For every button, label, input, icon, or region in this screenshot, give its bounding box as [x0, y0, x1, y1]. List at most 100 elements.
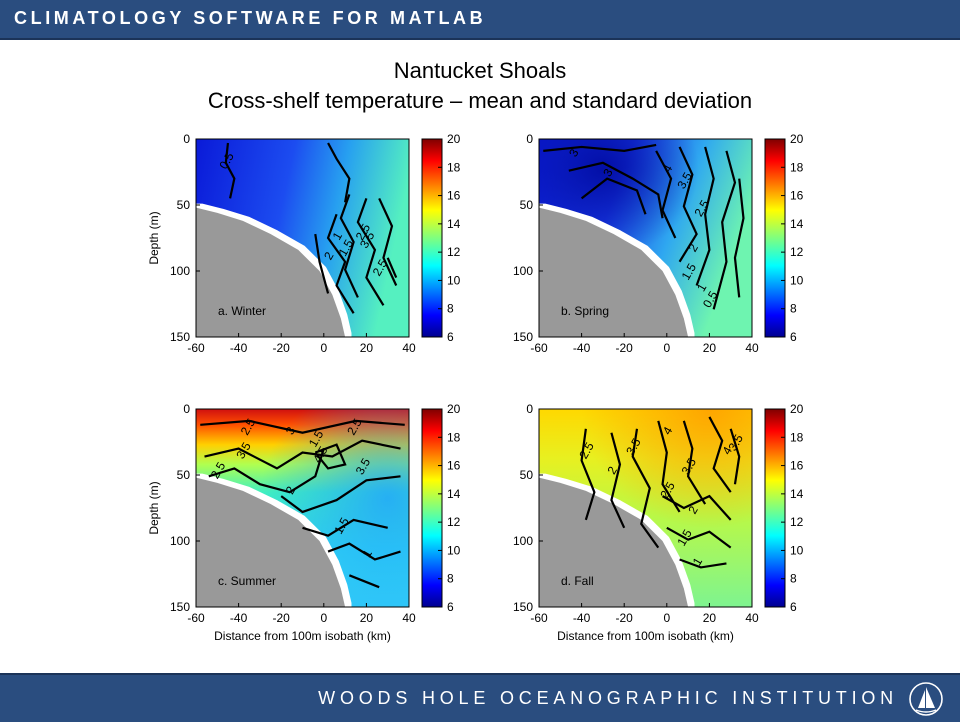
y-tick-label: 100	[513, 534, 533, 548]
plot-frame	[538, 138, 753, 338]
contour-line	[339, 194, 359, 298]
y-tick-label: 150	[170, 600, 190, 614]
colorbar-tick-label: 20	[790, 132, 804, 146]
plot-frame	[195, 138, 410, 338]
colorbar-tick-label: 12	[790, 515, 804, 529]
contour-line	[314, 443, 347, 470]
colorbar-tick-label: 18	[790, 430, 804, 444]
plot-frame	[538, 408, 753, 608]
contour-line	[224, 142, 236, 199]
panel-label: d. Fall	[561, 574, 594, 588]
contour-line	[326, 213, 355, 314]
x-tick-label: -20	[616, 341, 634, 355]
y-tick-label: 150	[170, 330, 190, 344]
contour-line	[631, 428, 660, 549]
y-tick-label: 150	[513, 600, 533, 614]
colorbar-tick-label: 6	[447, 600, 454, 614]
colorbar: 20 18 16 14 12 10 8 6	[421, 402, 461, 614]
colorbar-tick-label: 14	[790, 217, 804, 231]
colorbar-tick-label: 16	[447, 189, 461, 203]
y-tick-label: 50	[520, 198, 534, 212]
colorbar-tick-label: 14	[447, 487, 461, 501]
colorbar-tick-label: 12	[447, 515, 461, 529]
colorbar-tick-label: 10	[447, 273, 461, 287]
colorbar-tick-label: 18	[447, 160, 461, 174]
contour-line	[580, 177, 647, 215]
x-tick-label: -40	[573, 611, 591, 625]
seafloor-land	[196, 477, 346, 607]
colorbar-tick-label: 6	[790, 600, 797, 614]
colorbar-gradient	[764, 408, 786, 608]
slide-title: Nantucket Shoals	[393, 58, 567, 83]
x-tick-label: 20	[360, 341, 374, 355]
y-axis-label: Depth (m)	[147, 481, 161, 534]
y-tick-label: 0	[183, 402, 190, 416]
x-tick-label: -40	[230, 611, 248, 625]
x-tick-label: -20	[616, 611, 634, 625]
contour-line	[204, 439, 401, 470]
colorbar-tick-label: 8	[790, 302, 797, 316]
x-tick-label: 40	[745, 611, 759, 625]
contour-line	[678, 146, 698, 263]
y-tick-label: 100	[170, 534, 190, 548]
x-tick-label: 0	[320, 341, 327, 355]
x-tick-label: -60	[187, 611, 205, 625]
contour-line	[712, 150, 737, 310]
colorbar-tick-label: 10	[447, 543, 461, 557]
plot-area: 343.532.521.510.5b. Spring	[539, 139, 752, 337]
x-tick-label: 40	[745, 341, 759, 355]
x-tick-label: -60	[530, 341, 548, 355]
contour-line	[208, 448, 325, 494]
y-tick-label: 50	[520, 468, 534, 482]
slide-subtitle: Cross-shelf temperature – mean and stand…	[207, 88, 753, 113]
y-tick-label: 100	[170, 264, 190, 278]
x-tick-label: 20	[703, 341, 717, 355]
plot-area: 0.511.522.53.52.5a. Winter	[196, 139, 409, 337]
contour-line	[568, 161, 664, 219]
colorbar: 20 18 16 14 12 10 8 6	[764, 402, 804, 614]
plot-area: 2.5 3 2.53.5 4.51.53.52.521.51c. Summer	[196, 409, 409, 607]
colorbar-tick-label: 18	[447, 430, 461, 444]
colorbar-tick-label: 8	[447, 302, 454, 316]
contour-line	[729, 428, 741, 485]
colorbar-tick-label: 18	[790, 160, 804, 174]
contour-line	[666, 526, 732, 549]
contour-line	[327, 542, 401, 561]
contour-line	[200, 419, 405, 434]
x-tick-label: -20	[273, 611, 291, 625]
contour-line	[356, 198, 385, 306]
contour-line	[682, 420, 707, 505]
x-tick-label: 0	[320, 611, 327, 625]
panel-label: b. Spring	[561, 304, 609, 318]
footer-bar: WOODS HOLE OCEANOGRAPHIC INSTITUTION	[0, 673, 960, 722]
footer-institution: WOODS HOLE OCEANOGRAPHIC INSTITUTION	[318, 688, 898, 708]
panel-label: c. Summer	[218, 574, 276, 588]
contour-line	[679, 558, 727, 569]
colorbar-gradient	[421, 138, 443, 338]
y-tick-label: 0	[183, 132, 190, 146]
colorbar-tick-label: 14	[447, 217, 461, 231]
colorbar-tick-label: 16	[447, 459, 461, 473]
x-tick-label: 40	[402, 341, 416, 355]
colorbar-tick-label: 8	[447, 572, 454, 586]
contour-line	[314, 233, 330, 294]
colorbar-tick-label: 10	[790, 543, 804, 557]
x-tick-label: -60	[187, 341, 205, 355]
contour-line	[302, 518, 388, 537]
panel-a: 0.511.522.53.52.5a. Winter -60 -40 -20 0 20 40…	[147, 132, 461, 355]
seafloor-land	[539, 207, 689, 337]
contour-line	[733, 178, 745, 298]
contour-line	[657, 420, 681, 513]
colorbar-tick-label: 12	[790, 245, 804, 259]
y-axis-label: Depth (m)	[147, 211, 161, 264]
y-tick-label: 50	[177, 198, 191, 212]
panel-c: 2.5 3 2.53.5 4.51.53.52.521.51c. Summer -60 -…	[147, 402, 461, 643]
x-axis-label: Distance from 100m isobath (km)	[557, 629, 734, 643]
contour-line	[386, 257, 398, 279]
colorbar-tick-label: 12	[447, 245, 461, 259]
x-axis-label: Distance from 100m isobath (km)	[214, 629, 391, 643]
colorbar-tick-label: 6	[790, 330, 797, 344]
colorbar-tick-label: 6	[447, 330, 454, 344]
colorbar-gradient	[764, 138, 786, 338]
